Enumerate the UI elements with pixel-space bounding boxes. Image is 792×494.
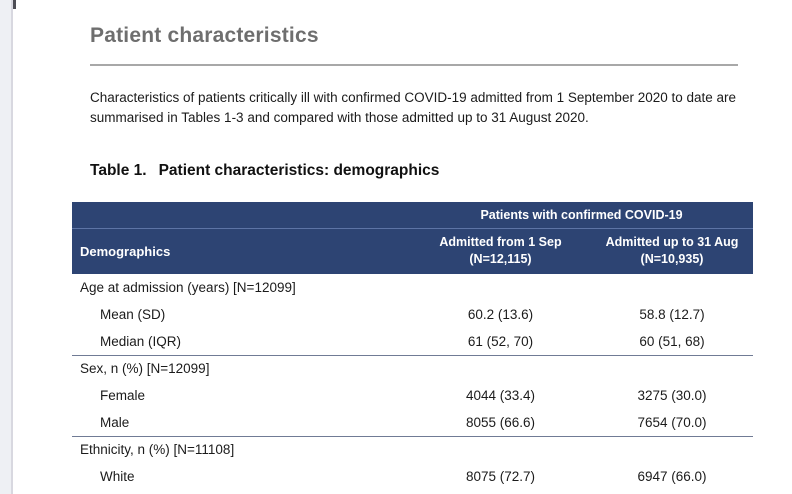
table-wrap: Patients with confirmed COVID-19 Demogra… bbox=[72, 202, 753, 490]
table-row: Median (IQR) 61 (52, 70) 60 (51, 68) bbox=[72, 328, 753, 355]
table-column-header-row: Demographics Admitted from 1 Sep (N=12,1… bbox=[72, 228, 753, 274]
intro-paragraph: Characteristics of patients critically i… bbox=[90, 90, 737, 125]
value-cell: 8075 (72.7) bbox=[465, 469, 536, 484]
value-cell: 7654 (70.0) bbox=[637, 414, 707, 430]
column-header-demographics: Demographics bbox=[72, 228, 410, 274]
value-cell: 4044 (33.4) bbox=[465, 388, 536, 403]
group-label: Age at admission (years) [N=12099] bbox=[80, 280, 296, 295]
page-title: Patient characteristics bbox=[90, 24, 319, 47]
row-label: Mean (SD) bbox=[100, 307, 166, 322]
value-cell: 58.8 (12.7) bbox=[639, 307, 705, 322]
group-label: Ethnicity, n (%) [N=11108] bbox=[72, 435, 753, 463]
value-cell: 60.2 (13.6) bbox=[467, 307, 534, 322]
column-header-line: (N=12,115) bbox=[469, 252, 532, 267]
table-caption: Table 1. Patient characteristics: demogra… bbox=[90, 162, 750, 180]
page-edge-shadow bbox=[13, 0, 16, 9]
row-label: Female bbox=[100, 388, 146, 403]
row-label: Male bbox=[100, 414, 130, 430]
header-empty-cell bbox=[72, 202, 410, 229]
table-group-row: Sex, n (%) [N=12099] bbox=[72, 354, 753, 382]
group-label: Sex, n (%) [N=12099] bbox=[72, 354, 753, 382]
table-body: Age at admission (years) [N=12099] Mean (… bbox=[72, 274, 753, 490]
value-cell: 3275 (30.0) bbox=[637, 388, 707, 403]
table-row: Female 4044 (33.4) 3275 (30.0) bbox=[72, 382, 753, 409]
column-header-up-to-31-aug: Admitted up to 31 Aug (N=10,935) bbox=[591, 228, 753, 274]
span-header-cell: Patients with confirmed COVID-19 bbox=[410, 202, 753, 229]
table-group-row: Age at admission (years) [N=12099] bbox=[72, 274, 753, 301]
table-span-header-row: Patients with confirmed COVID-19 bbox=[72, 202, 753, 229]
column-header-line: Admitted from 1 Sep bbox=[439, 235, 562, 250]
column-header-line: (N=10,935) bbox=[640, 252, 704, 267]
value-cell: 8055 (66.6) bbox=[465, 414, 536, 430]
table-caption-label: Table 1. bbox=[90, 162, 147, 179]
value-cell: 60 (51, 68) bbox=[639, 333, 705, 349]
row-label: Median (IQR) bbox=[100, 333, 182, 349]
table-group-row: Ethnicity, n (%) [N=11108] bbox=[72, 435, 753, 463]
document-page: Patient characteristics Characteristics … bbox=[72, 0, 753, 490]
demographics-table: Patients with confirmed COVID-19 Demogra… bbox=[72, 202, 753, 490]
value-cell: 6947 (66.0) bbox=[637, 469, 707, 484]
page-edge bbox=[0, 0, 13, 494]
table-caption-title: Patient characteristics: demographics bbox=[158, 162, 440, 179]
column-header-line: Admitted up to 31 Aug bbox=[605, 235, 739, 250]
table-header: Patients with confirmed COVID-19 Demogra… bbox=[72, 202, 753, 274]
table-row: Male 8055 (66.6) 7654 (70.0) bbox=[72, 409, 753, 436]
column-header-from-1-sep: Admitted from 1 Sep (N=12,115) bbox=[410, 228, 591, 274]
table-row: Mean (SD) 60.2 (13.6) 58.8 (12.7) bbox=[72, 301, 753, 328]
value-cell: 61 (52, 70) bbox=[467, 333, 534, 349]
table-row: White 8075 (72.7) 6947 (66.0) bbox=[72, 463, 753, 490]
title-divider bbox=[90, 64, 738, 66]
row-label: White bbox=[100, 469, 135, 484]
